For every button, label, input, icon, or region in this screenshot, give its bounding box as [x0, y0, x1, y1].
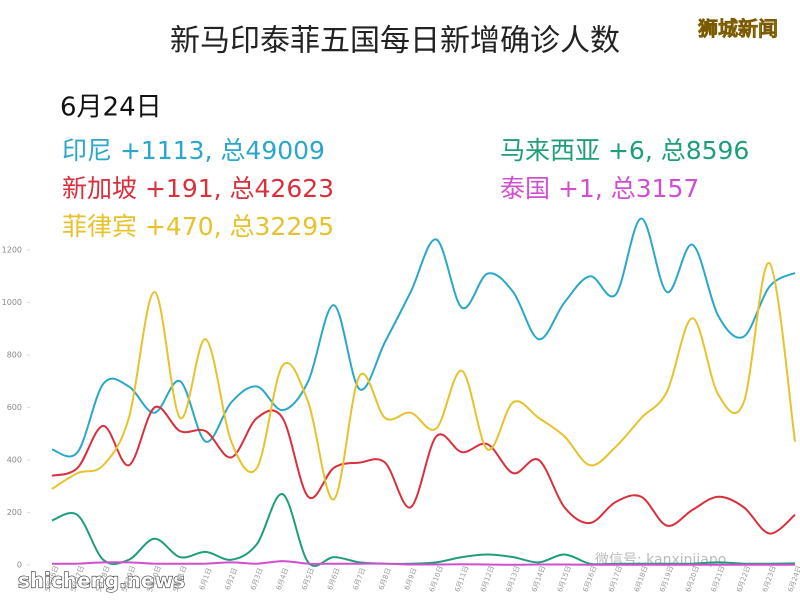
date-label: 6月24日 — [60, 93, 162, 123]
legend-entry: 印尼 +1113, 总49009 — [62, 136, 325, 165]
legend-summary: +470, 总32295 — [145, 212, 334, 241]
x-tick-label: 6月5日 — [301, 567, 316, 591]
x-tick-label: 6月16日 — [582, 565, 599, 593]
legend-name: 菲律宾 — [62, 212, 137, 241]
legend-entry: 泰国 +1, 总3157 — [500, 174, 699, 203]
x-tick-label: 6月15日 — [556, 565, 573, 593]
x-tick-label: 6月11日 — [453, 565, 470, 593]
legend-name: 印尼 — [62, 136, 112, 165]
x-tick-label: 6月12日 — [479, 565, 496, 593]
series-line — [51, 405, 796, 535]
series-line — [51, 262, 796, 501]
legend-summary: +1113, 总49009 — [120, 136, 325, 165]
source: shicheng.news — [18, 569, 185, 593]
x-tick-label: 6月10日 — [428, 565, 445, 593]
y-tick-label: 600 — [7, 403, 22, 412]
legend-entry: 菲律宾 +470, 总32295 — [62, 212, 334, 241]
legend-summary: +6, 总8596 — [608, 136, 749, 165]
x-tick-label: 6月14日 — [530, 565, 547, 593]
series-line — [51, 493, 796, 567]
x-tick-label: 6月3日 — [249, 567, 264, 591]
legend-name: 泰国 — [500, 174, 550, 203]
x-tick-label: 6月1日 — [198, 567, 213, 591]
x-tick-label: 6月17日 — [607, 565, 624, 593]
x-tick-label: 6月9日 — [403, 567, 418, 591]
legend-summary: +1, 总3157 — [558, 174, 699, 203]
x-tick-label: 6月21日 — [710, 565, 727, 593]
x-tick-label: 6月19日 — [658, 565, 675, 593]
legend-entry: 马来西亚 +6, 总8596 — [500, 136, 749, 165]
legend-name: 新加坡 — [62, 174, 137, 203]
x-tick-label: 6月7日 — [352, 567, 367, 591]
x-tick-label: 6月4日 — [275, 567, 290, 591]
series-line — [51, 217, 796, 458]
series-line — [51, 560, 795, 566]
y-tick-label: 1200 — [2, 246, 22, 255]
x-tick-label: 6月8日 — [377, 567, 392, 591]
y-tick-label: 800 — [7, 351, 22, 360]
y-tick-label: 1000 — [2, 298, 22, 307]
chart-title: 新马印泰菲五国每日新增确诊人数 — [170, 24, 620, 59]
x-tick-label: 6月23日 — [761, 565, 778, 593]
x-tick-label: 6月18日 — [633, 565, 650, 593]
x-tick-label: 6月22日 — [735, 565, 752, 593]
y-tick-label: 400 — [7, 456, 22, 465]
x-tick-label: 6月2日 — [224, 567, 239, 591]
x-tick-label: 6月20日 — [684, 565, 701, 593]
x-tick-label: 6月13日 — [505, 565, 522, 593]
x-tick-label: 6月24日 — [787, 565, 800, 593]
y-tick-label: 0 — [17, 561, 22, 570]
legend-name: 马来西亚 — [500, 136, 600, 165]
legend-entry: 新加坡 +191, 总42623 — [62, 174, 334, 203]
y-tick-label: 200 — [7, 508, 22, 517]
x-tick-label: 6月6日 — [326, 567, 341, 591]
badge: 狮城新闻 — [698, 17, 778, 41]
legend-summary: +191, 总42623 — [145, 174, 334, 203]
